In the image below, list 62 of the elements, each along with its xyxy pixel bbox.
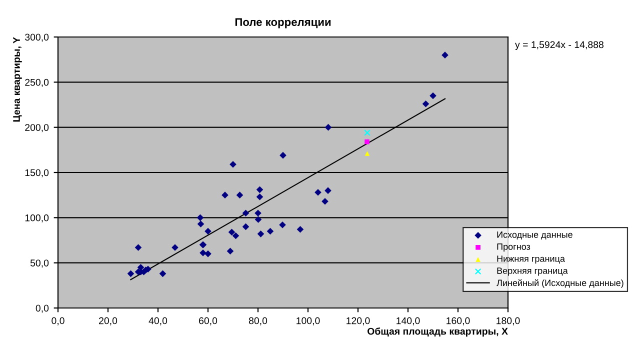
point bbox=[172, 244, 178, 251]
point bbox=[159, 270, 166, 278]
legend-label: Прогноз bbox=[497, 244, 530, 252]
y-tick-label: 300,0 bbox=[25, 34, 49, 42]
y-tick-label: 250,0 bbox=[25, 78, 49, 87]
point bbox=[228, 228, 236, 236]
point bbox=[204, 228, 212, 235]
point bbox=[296, 226, 304, 233]
point bbox=[222, 192, 228, 198]
point bbox=[314, 188, 322, 196]
point bbox=[257, 230, 264, 238]
x-tick-label: 0,0 bbox=[52, 317, 64, 326]
point bbox=[430, 92, 436, 100]
point bbox=[197, 220, 204, 228]
point bbox=[442, 52, 448, 58]
point bbox=[422, 100, 430, 108]
point bbox=[279, 221, 286, 228]
x-tick-label: 100,0 bbox=[296, 317, 320, 326]
x-tick-label: 180,0 bbox=[496, 317, 520, 326]
point bbox=[232, 232, 240, 240]
chart-title: Поле корреляции bbox=[235, 18, 331, 28]
y-tick-label: 100,0 bbox=[25, 214, 49, 222]
point bbox=[256, 193, 264, 200]
point bbox=[242, 210, 250, 217]
y-tick-label: 0,0 bbox=[36, 304, 49, 313]
point bbox=[324, 187, 332, 194]
y-tick-label: 50,0 bbox=[30, 260, 49, 268]
point bbox=[322, 198, 328, 205]
point bbox=[256, 186, 264, 194]
x-tick-label: 120,0 bbox=[346, 317, 370, 326]
y-tick-label: 150,0 bbox=[25, 169, 49, 178]
point bbox=[266, 228, 274, 235]
point bbox=[242, 223, 250, 230]
point bbox=[280, 152, 286, 159]
point bbox=[364, 130, 370, 136]
y-tick-label: 200,0 bbox=[25, 124, 49, 132]
point bbox=[134, 244, 142, 251]
legend-label: Нижняя граница bbox=[497, 256, 565, 264]
x-tick-label: 160,0 bbox=[446, 317, 470, 326]
point bbox=[364, 151, 370, 156]
x-axis-title: Общая площадь квартиры, X bbox=[368, 327, 508, 337]
point bbox=[254, 216, 262, 223]
x-tick-label: 40,0 bbox=[148, 317, 168, 326]
point bbox=[230, 160, 236, 168]
legend-label: Верхняя граница bbox=[497, 268, 568, 276]
y-axis-title: Цена квартиры, Y bbox=[13, 37, 22, 122]
point bbox=[204, 250, 212, 258]
text: y = 1,5924x - 14,888 bbox=[515, 41, 604, 50]
point bbox=[254, 210, 262, 217]
legend-label: Линейный (Исходные данные) bbox=[496, 279, 624, 288]
point bbox=[127, 270, 134, 278]
point bbox=[196, 214, 204, 222]
point bbox=[200, 249, 206, 256]
x-tick-label: 20,0 bbox=[99, 317, 118, 326]
point bbox=[364, 139, 370, 144]
legend-label: Исходные данные bbox=[497, 232, 572, 240]
x-tick-label: 60,0 bbox=[199, 317, 218, 326]
point bbox=[226, 248, 234, 254]
x-tick-label: 140,0 bbox=[396, 317, 420, 326]
point bbox=[236, 192, 244, 198]
point bbox=[324, 124, 332, 131]
x-tick-label: 80,0 bbox=[248, 317, 268, 326]
